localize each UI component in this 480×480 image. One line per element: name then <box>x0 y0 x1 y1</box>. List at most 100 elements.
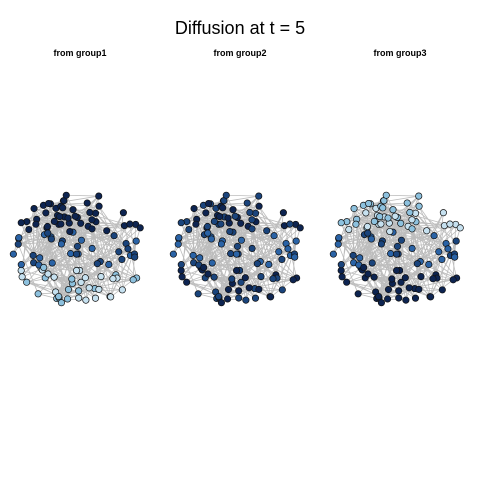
network-node <box>345 225 353 234</box>
network-edge <box>255 221 262 277</box>
network-node <box>57 220 65 228</box>
network-node <box>395 294 403 302</box>
network-node <box>73 250 81 258</box>
network-node <box>227 250 235 258</box>
network-node <box>389 206 397 214</box>
network-node <box>77 278 85 286</box>
network-node <box>370 273 378 281</box>
network-edge <box>378 253 399 298</box>
network-node <box>388 275 396 283</box>
network-node <box>377 299 385 307</box>
network-edge <box>418 259 443 290</box>
network-node <box>362 209 370 217</box>
network-edge <box>266 230 278 279</box>
network-node <box>235 294 243 302</box>
network-edge <box>370 195 419 205</box>
network-node <box>248 216 256 224</box>
network-edge <box>289 224 295 255</box>
network-edge <box>346 276 375 283</box>
network-edge <box>50 195 99 205</box>
network-node <box>210 217 218 225</box>
network-node <box>222 191 230 199</box>
network-edge <box>43 223 62 268</box>
network-node <box>384 295 392 303</box>
network-node <box>382 191 390 199</box>
network-node <box>29 251 37 259</box>
network-node <box>34 290 42 298</box>
network-node <box>50 217 58 225</box>
network-node <box>103 227 111 235</box>
network-panel-1 <box>9 191 144 307</box>
network-edge <box>48 203 100 207</box>
network-edge <box>203 223 222 268</box>
network-edge <box>257 223 291 264</box>
network-node <box>200 263 208 272</box>
network-node <box>202 209 210 217</box>
network-node <box>429 275 437 283</box>
network-node <box>50 273 58 281</box>
network-node <box>95 202 103 210</box>
network-edge <box>18 243 102 277</box>
network-node <box>367 235 375 243</box>
network-node <box>92 209 100 217</box>
network-node <box>397 219 405 227</box>
network-node <box>17 266 25 275</box>
network-node <box>48 259 56 267</box>
network-edge <box>186 276 215 283</box>
network-node <box>237 236 246 244</box>
network-node <box>408 216 416 224</box>
network-node <box>196 254 204 262</box>
network-node <box>82 296 90 304</box>
network-node <box>219 204 227 212</box>
panel-title-group3: from group3 <box>373 48 427 58</box>
network-node <box>177 219 185 227</box>
network-node <box>235 287 243 295</box>
network-node <box>370 217 378 225</box>
network-edge <box>420 224 456 262</box>
network-node <box>252 209 260 217</box>
network-node <box>406 208 414 217</box>
network-node <box>190 205 198 213</box>
network-node <box>73 266 81 275</box>
network-node <box>257 273 265 281</box>
network-edge <box>81 235 115 241</box>
network-node <box>401 274 409 282</box>
network-edge <box>357 253 397 295</box>
network-edge <box>281 259 297 279</box>
network-node <box>205 199 213 208</box>
network-node <box>387 250 395 258</box>
network-edge <box>100 227 141 262</box>
network-node <box>18 273 26 281</box>
network-node <box>55 292 63 301</box>
network-node <box>279 209 287 217</box>
network-node <box>278 286 286 294</box>
network-node <box>246 208 254 217</box>
network-edge <box>17 244 39 294</box>
network-node <box>59 204 67 212</box>
network-node <box>77 219 85 227</box>
network-node <box>425 260 433 269</box>
network-edge <box>106 230 118 279</box>
network-edge <box>220 206 253 249</box>
network-edge <box>211 238 242 283</box>
network-node <box>107 293 115 301</box>
network-node <box>343 278 351 286</box>
network-node <box>88 244 96 253</box>
network-edge <box>401 235 435 241</box>
network-edge <box>441 259 457 279</box>
network-node <box>267 293 275 301</box>
network-node <box>393 266 401 275</box>
network-node <box>217 240 225 248</box>
network-edge <box>338 238 383 242</box>
network-edge <box>337 244 359 294</box>
network-node <box>402 296 410 304</box>
network-node <box>23 278 31 286</box>
network-node <box>17 261 25 269</box>
network-panel-3 <box>329 191 464 307</box>
network-node <box>189 251 197 259</box>
network-node <box>438 255 446 263</box>
network-edge <box>121 259 137 279</box>
network-node <box>296 224 304 232</box>
network-edge <box>178 238 223 242</box>
